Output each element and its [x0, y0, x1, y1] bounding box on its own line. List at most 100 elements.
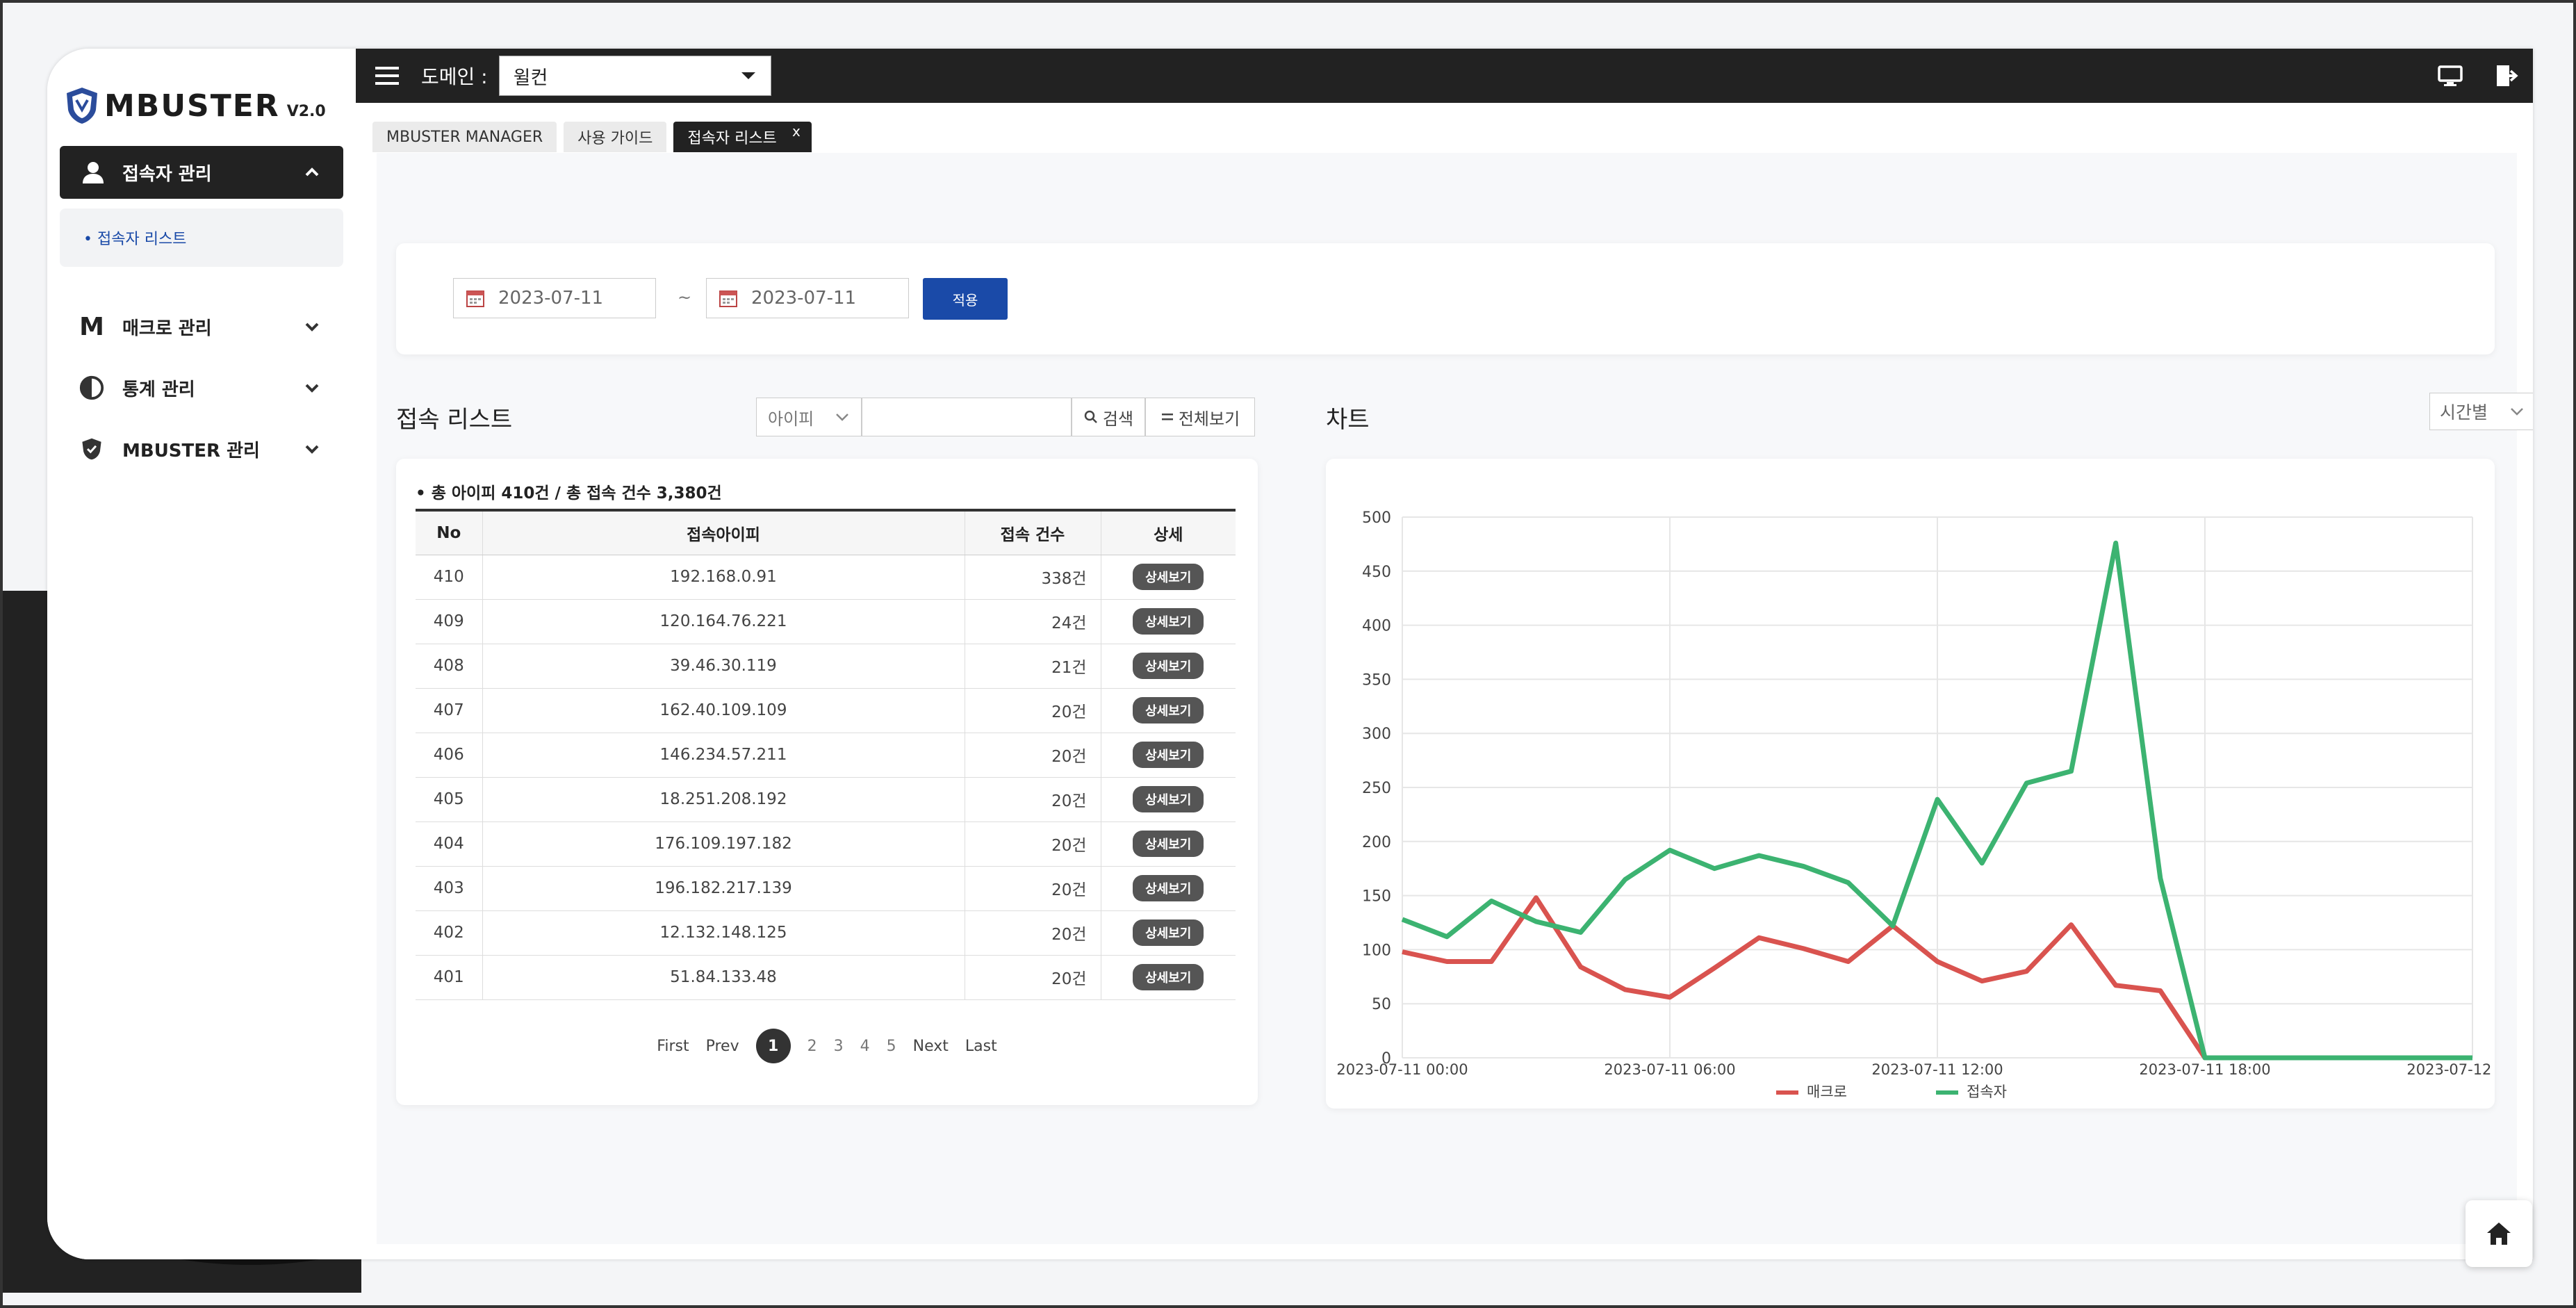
sidebar: MBUSTER V2.0 접속자 관리 • 접속자 리스트 M 매크로 관리	[47, 49, 356, 1259]
sidebar-item-visitor-management[interactable]: 접속자 관리	[60, 146, 343, 199]
cell-no: 401	[416, 955, 483, 1000]
header-no: No	[416, 509, 483, 555]
sidebar-subitem-label: • 접속자 리스트	[83, 231, 187, 248]
pager-page[interactable]: 2	[807, 1037, 817, 1055]
header-detail: 상세	[1101, 509, 1236, 555]
cell-no: 403	[416, 866, 483, 911]
detail-button[interactable]: 상세보기	[1133, 964, 1204, 990]
detail-button[interactable]: 상세보기	[1133, 697, 1204, 724]
tab-user-guide[interactable]: 사용 가이드	[564, 122, 667, 152]
detail-button[interactable]: 상세보기	[1133, 919, 1204, 946]
search-icon	[1084, 410, 1097, 423]
cell-count: 338건	[965, 555, 1101, 600]
sidebar-subitem-visitor-list[interactable]: • 접속자 리스트	[60, 209, 343, 267]
line-chart: 0 50 100 150 200 250 300 350 400 450 500 2023-07-11…	[1336, 509, 2495, 1100]
cell-count: 24건	[965, 599, 1101, 644]
chart-title: 차트	[1326, 406, 1370, 434]
series-line	[1401, 540, 2472, 1061]
pager-page-current[interactable]: 1	[755, 1029, 791, 1063]
monitor-icon[interactable]	[2437, 63, 2463, 89]
logo[interactable]: MBUSTER V2.0	[64, 85, 326, 126]
cell-ip: 39.46.30.119	[482, 644, 965, 689]
view-all-button[interactable]: 전체보기	[1145, 398, 1255, 436]
menu-icon[interactable]	[374, 64, 402, 88]
logout-icon[interactable]	[2494, 63, 2520, 89]
calendar-icon	[466, 291, 484, 307]
ip-list-card: • 총 아이피 410건 / 총 접속 건수 3,380건 No 접속아이피 접…	[396, 459, 1258, 1105]
table-row: 409 120.164.76.221 24건 상세보기	[416, 599, 1236, 644]
tab-visitor-list[interactable]: 접속자 리스트 x	[673, 122, 812, 152]
sidebar-item-mbuster[interactable]: MBUSTER 관리	[60, 423, 343, 475]
pager-prev[interactable]: Prev	[705, 1037, 739, 1055]
tab-mbuster-manager[interactable]: MBUSTER MANAGER	[372, 122, 557, 152]
cell-count: 20건	[965, 866, 1101, 911]
domain-value: 윌컨	[513, 67, 548, 89]
cell-no: 408	[416, 644, 483, 689]
detail-button[interactable]: 상세보기	[1133, 608, 1204, 635]
sidebar-item-label: 접속자 관리	[122, 163, 212, 185]
cell-no: 404	[416, 821, 483, 867]
x-tick-label: 2023-07-11 12:00	[1871, 1061, 2003, 1078]
top-bar: 도메인 : 윌컨	[356, 49, 2533, 103]
pager-next[interactable]: Next	[912, 1037, 949, 1055]
pager-page[interactable]: 5	[886, 1037, 896, 1055]
cell-ip: 162.40.109.109	[482, 688, 965, 733]
detail-button[interactable]: 상세보기	[1133, 742, 1204, 768]
legend-swatch	[1936, 1090, 1958, 1095]
home-icon	[2487, 1223, 2511, 1245]
y-tick-label: 450	[1362, 564, 1391, 581]
sidebar-item-macro[interactable]: M 매크로 관리	[60, 300, 343, 353]
search-type-select[interactable]: 아이피	[756, 398, 862, 436]
time-unit-select[interactable]: 시간별	[2429, 393, 2533, 430]
end-date-value: 2023-07-11	[751, 288, 857, 309]
shield-logo-icon	[67, 88, 97, 124]
domain-select[interactable]: 윌컨	[498, 56, 771, 96]
table-row: 405 18.251.208.192 20건 상세보기	[416, 777, 1236, 822]
calendar-icon	[719, 291, 737, 307]
tab-bar: MBUSTER MANAGER 사용 가이드 접속자 리스트 x	[372, 122, 812, 152]
cell-ip: 18.251.208.192	[482, 777, 965, 822]
y-tick-label: 150	[1362, 888, 1391, 906]
end-date-input[interactable]: 2023-07-11	[706, 278, 909, 318]
m-letter-icon: M	[79, 312, 104, 341]
apply-button[interactable]: 적용	[923, 278, 1008, 320]
detail-button[interactable]: 상세보기	[1133, 564, 1204, 590]
ip-table: No 접속아이피 접속 건수 상세 410 192.168.0.91 338건 상세보…	[416, 509, 1236, 1000]
cell-count: 20건	[965, 910, 1101, 956]
tab-close-icon[interactable]: x	[791, 123, 801, 140]
cell-no: 402	[416, 910, 483, 956]
pager-last[interactable]: Last	[965, 1037, 997, 1055]
search-label: 검색	[1102, 409, 1134, 429]
pager-page[interactable]: 3	[833, 1037, 844, 1055]
x-tick-label: 2023-07-11 00:00	[1336, 1061, 1468, 1078]
cell-detail: 상세보기	[1101, 644, 1236, 689]
home-button[interactable]	[2466, 1200, 2532, 1267]
header-count: 접속 건수	[965, 509, 1101, 555]
pagination: First Prev 1 2 3 4 5 Next Last	[396, 1029, 1258, 1063]
main-content: 2023-07-11 ~ 2023-07-11 적용 접속 리스트 아이피	[377, 153, 2533, 1244]
sidebar-item-label: 매크로 관리	[122, 318, 212, 339]
search-input[interactable]	[862, 398, 1072, 436]
search-button[interactable]: 검색	[1072, 398, 1145, 436]
sidebar-item-statistics[interactable]: 통계 관리	[60, 361, 343, 414]
start-date-input[interactable]: 2023-07-11	[453, 278, 656, 318]
table-row: 403 196.182.217.139 20건 상세보기	[416, 866, 1236, 911]
legend-swatch	[1776, 1090, 1798, 1095]
cell-count: 21건	[965, 644, 1101, 689]
logo-version: V2.0	[286, 102, 326, 120]
pager-first[interactable]: First	[657, 1037, 689, 1055]
cell-no: 406	[416, 733, 483, 778]
user-icon	[83, 162, 104, 183]
date-separator: ~	[678, 288, 692, 307]
pager-page[interactable]: 4	[860, 1037, 870, 1055]
list-title: 접속 리스트	[396, 406, 513, 434]
shield-check-icon	[78, 435, 106, 463]
detail-button[interactable]: 상세보기	[1133, 875, 1204, 901]
table-row: 407 162.40.109.109 20건 상세보기	[416, 688, 1236, 733]
detail-button[interactable]: 상세보기	[1133, 831, 1204, 857]
logo-text: MBUSTER	[104, 88, 280, 124]
detail-button[interactable]: 상세보기	[1133, 653, 1204, 679]
y-tick-label: 0	[1381, 1050, 1391, 1068]
cell-no: 407	[416, 688, 483, 733]
detail-button[interactable]: 상세보기	[1133, 786, 1204, 812]
